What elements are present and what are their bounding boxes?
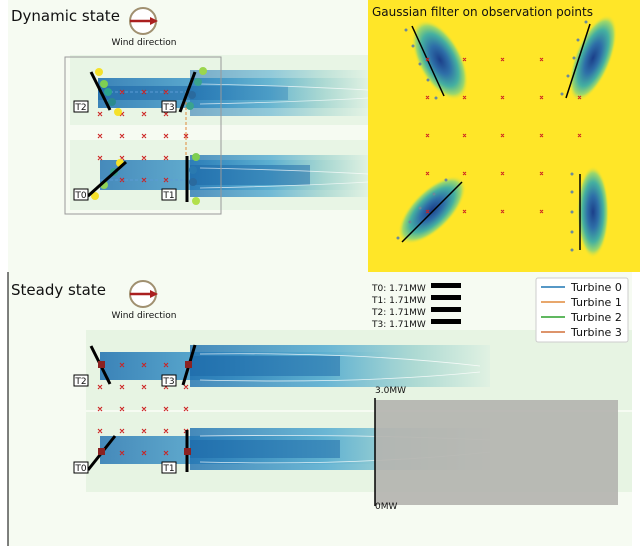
power-bar-t3 bbox=[431, 319, 461, 324]
power-readout-t3: T3: 1.71MW bbox=[371, 320, 426, 330]
label-t2: T2 bbox=[74, 103, 86, 113]
contour-line bbox=[199, 97, 369, 105]
steady-title: Steady state bbox=[11, 281, 106, 299]
label-t2: T2 bbox=[74, 377, 86, 387]
contour-line bbox=[199, 181, 369, 189]
dynamic-title: Dynamic state bbox=[11, 7, 120, 25]
label-t3: T3 bbox=[162, 103, 174, 113]
wind-direction-icon bbox=[129, 7, 158, 35]
power-plot: 3.0MW 0MW bbox=[374, 386, 618, 512]
legend-label-2: Turbine 2 bbox=[570, 311, 622, 324]
turbine-t0-rotor bbox=[86, 160, 128, 198]
label-t0: T0 bbox=[74, 464, 86, 474]
label-t3: T3 bbox=[162, 377, 174, 387]
legend-label-3: Turbine 3 bbox=[570, 326, 622, 339]
contour-line bbox=[199, 167, 369, 175]
label-t1: T1 bbox=[162, 191, 174, 201]
dynamic-field bbox=[8, 0, 368, 272]
observation-points bbox=[97, 362, 189, 456]
gaussian-panel: Gaussian filter on observation points bbox=[368, 0, 640, 272]
turbine-t2-rotor bbox=[89, 71, 112, 111]
turbine-labels: T2 T3 T0 T1 bbox=[73, 100, 177, 201]
wind-direction-label: Wind direction bbox=[112, 311, 177, 321]
legend-label-1: Turbine 1 bbox=[570, 296, 622, 309]
power-readout-t2: T2: 1.71MW bbox=[371, 308, 426, 318]
power-readouts: T0: 1.71MW T1: 1.71MW T2: 1.71MW T3: 1.7… bbox=[371, 283, 461, 330]
contour-line bbox=[199, 83, 369, 91]
turbine-rotors bbox=[86, 71, 197, 202]
turbine-t3-rotor bbox=[178, 71, 197, 113]
gaussian-blob-t2 bbox=[411, 19, 469, 101]
power-bar-t0 bbox=[431, 283, 461, 288]
turbine-hubs bbox=[98, 361, 192, 455]
legend-box bbox=[535, 277, 629, 343]
farm-boundary bbox=[64, 56, 222, 215]
power-bar-t1 bbox=[431, 295, 461, 300]
dynamic-panel: T2 T3 T0 T1 Dynamic state Wind direction bbox=[8, 0, 369, 272]
power-axis-top: 3.0MW bbox=[375, 386, 406, 396]
legend: Turbine 0 Turbine 1 Turbine 2 Turbine 3 bbox=[535, 277, 629, 343]
turbine-labels: T2 T3 T0 T1 bbox=[73, 374, 177, 474]
gaussian-title: Gaussian filter on observation points bbox=[372, 5, 593, 19]
gaussian-blob-t0 bbox=[397, 175, 467, 245]
power-plot-area bbox=[375, 400, 618, 505]
contour-line bbox=[199, 353, 481, 367]
observation-points bbox=[97, 89, 189, 183]
power-readout-t0: T0: 1.71MW bbox=[371, 284, 426, 294]
legend-label-0: Turbine 0 bbox=[570, 281, 622, 294]
gaussian-blob-t3 bbox=[569, 14, 617, 102]
wake-core-t1 bbox=[190, 440, 340, 458]
steady-panel: T2 T3 T0 T1 Steady state Wind direction … bbox=[7, 272, 632, 546]
label-t1: T1 bbox=[162, 464, 174, 474]
gaussian-blob-t1 bbox=[577, 166, 609, 258]
power-bar-t2 bbox=[431, 307, 461, 312]
wind-direction-label: Wind direction bbox=[112, 38, 177, 48]
gaussian-rotor-lines bbox=[401, 23, 591, 250]
wake-t3 bbox=[190, 70, 368, 116]
power-axis-bottom: 0MW bbox=[375, 502, 397, 512]
contour-line bbox=[199, 371, 481, 382]
gaussian-observation-points bbox=[425, 57, 582, 214]
wake-core-t3 bbox=[190, 356, 340, 376]
wind-direction-icon bbox=[129, 280, 158, 308]
gaussian-sample-dots bbox=[396, 20, 588, 252]
label-t0: T0 bbox=[74, 191, 86, 201]
power-readout-t1: T1: 1.71MW bbox=[371, 296, 426, 306]
